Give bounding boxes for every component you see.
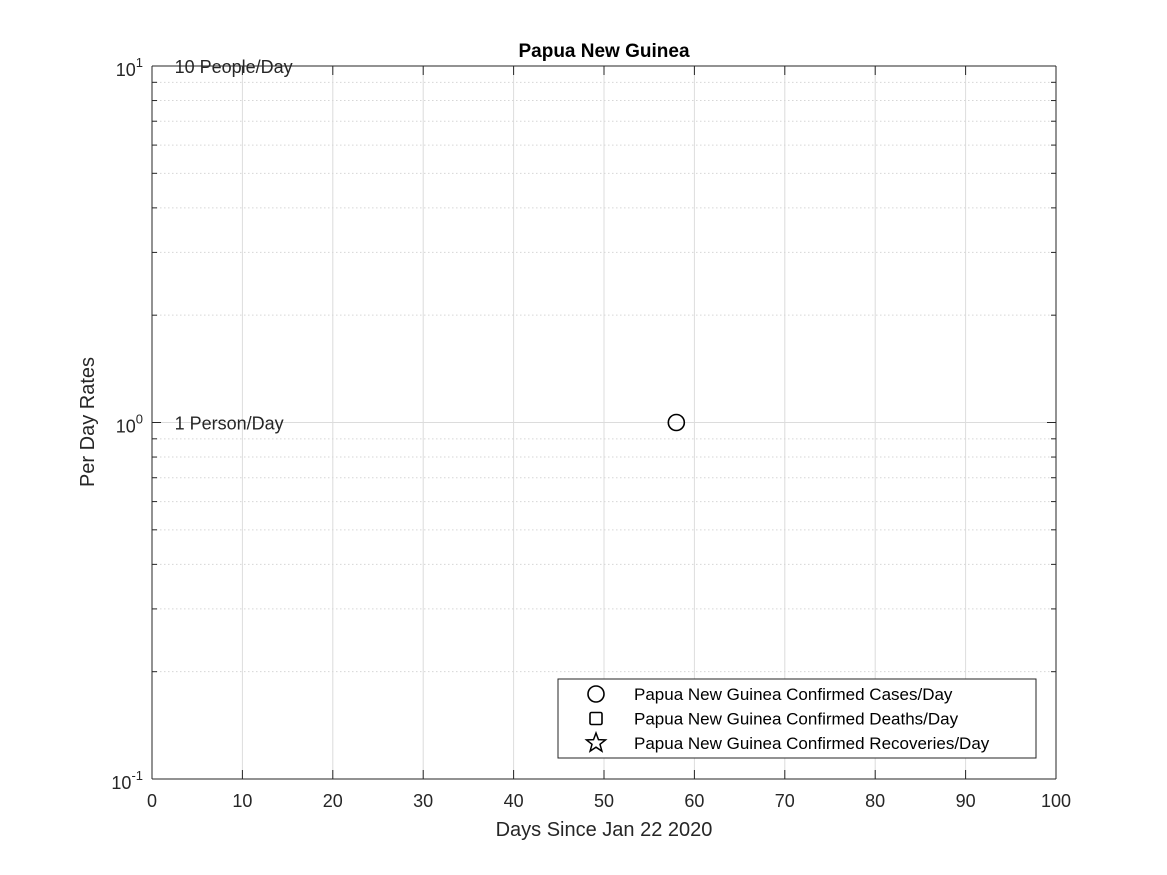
legend-label: Papua New Guinea Confirmed Cases/Day <box>634 685 953 704</box>
tick-labels: 0 10 20 30 40 50 60 70 80 90 100 10-1 100 101 <box>111 55 1071 811</box>
x-tick-label: 90 <box>956 791 976 811</box>
x-tick-label: 40 <box>504 791 524 811</box>
x-tick-label: 10 <box>232 791 252 811</box>
legend-label: Papua New Guinea Confirmed Recoveries/Da… <box>634 734 990 753</box>
legend-label: Papua New Guinea Confirmed Deaths/Day <box>634 710 959 729</box>
annotation-label: 10 People/Day <box>175 57 293 77</box>
x-tick-label: 50 <box>594 791 614 811</box>
y-tick-label: 100 <box>116 412 143 437</box>
x-tick-label: 30 <box>413 791 433 811</box>
x-tick-label: 70 <box>775 791 795 811</box>
data-points <box>667 413 686 432</box>
x-tick-label: 60 <box>684 791 704 811</box>
legend-marker-star <box>584 730 608 753</box>
chart-title: Papua New Guinea <box>518 41 689 62</box>
x-tick-label: 80 <box>865 791 885 811</box>
data-point-circle <box>667 413 686 432</box>
x-axis-label: Days Since Jan 22 2020 <box>496 819 713 841</box>
legend: Papua New Guinea Confirmed Cases/Day Papu… <box>557 678 1037 759</box>
x-tick-label: 20 <box>323 791 343 811</box>
legend-box <box>557 678 1037 759</box>
x-tick-label: 0 <box>147 791 157 811</box>
annotation-label: 1 Person/Day <box>175 414 284 434</box>
legend-marker-square <box>589 711 603 726</box>
x-tick-label: 100 <box>1041 791 1071 811</box>
y-tick-label: 101 <box>116 55 143 80</box>
axes <box>151 65 1057 780</box>
grid <box>152 66 1056 779</box>
legend-marker-circle <box>587 685 605 703</box>
y-axis-label: Per Day Rates <box>77 357 99 487</box>
annotations: 10 People/Day 1 Person/Day <box>175 57 293 434</box>
y-tick-label: 10-1 <box>111 768 143 793</box>
